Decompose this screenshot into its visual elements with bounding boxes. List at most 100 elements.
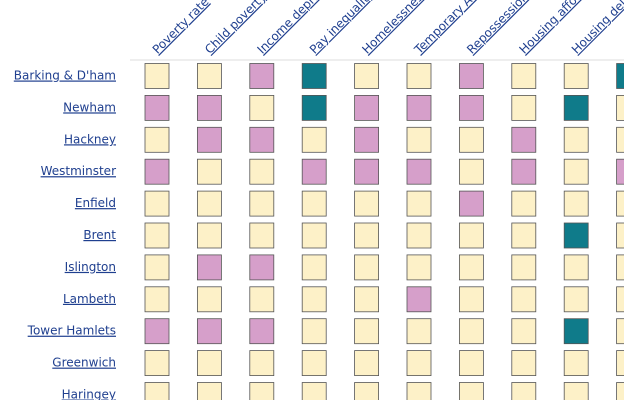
row-label[interactable]: Hackney (64, 132, 116, 146)
cell (511, 190, 537, 217)
cell (196, 350, 222, 377)
row-label[interactable]: Newham (63, 100, 116, 114)
cell (144, 382, 170, 400)
cell (563, 382, 589, 400)
cell (249, 254, 275, 281)
cell (354, 95, 380, 121)
cell (406, 95, 432, 121)
cell (563, 254, 589, 281)
cell (563, 158, 589, 185)
cell (249, 63, 275, 89)
row-label[interactable]: Brent (83, 228, 116, 242)
cell (196, 382, 222, 400)
cell (406, 254, 432, 281)
cell (354, 158, 380, 185)
cell (249, 190, 275, 217)
cell (511, 286, 537, 313)
row-label[interactable]: Haringey (62, 388, 116, 400)
cell (196, 95, 222, 121)
cell (511, 382, 537, 400)
cell (563, 318, 589, 345)
cell (249, 382, 275, 400)
row-label[interactable]: Westminster (41, 164, 116, 178)
cell (354, 126, 380, 153)
cell (144, 126, 170, 153)
cell (616, 350, 624, 377)
cell (616, 63, 624, 89)
cell (616, 222, 624, 249)
cell (301, 350, 327, 377)
cell (196, 286, 222, 313)
cell (511, 350, 537, 377)
cell (458, 95, 484, 121)
cell (406, 126, 432, 153)
cell (406, 190, 432, 217)
row-label[interactable]: Islington (65, 260, 116, 274)
cell (249, 318, 275, 345)
cell (301, 286, 327, 313)
cell (406, 318, 432, 345)
cell (354, 350, 380, 377)
cell (616, 158, 624, 185)
cell (354, 318, 380, 345)
column-label[interactable]: Housing delivery (569, 0, 624, 57)
cell (301, 126, 327, 153)
cell (511, 158, 537, 185)
cell (249, 126, 275, 153)
cell (144, 254, 170, 281)
cell (616, 95, 624, 121)
cell (563, 286, 589, 313)
row-label[interactable]: Barking & D'ham (14, 69, 116, 83)
cell (354, 254, 380, 281)
cell (563, 63, 589, 89)
row-label[interactable]: Greenwich (52, 356, 116, 370)
cell (301, 63, 327, 89)
cell (196, 158, 222, 185)
cell (406, 63, 432, 89)
cell (196, 126, 222, 153)
cell (616, 318, 624, 345)
cell (301, 190, 327, 217)
cell (511, 63, 537, 89)
cell (458, 222, 484, 249)
cell (511, 318, 537, 345)
cell (144, 190, 170, 217)
row-label[interactable]: Enfield (75, 196, 116, 210)
cell (458, 254, 484, 281)
cell (406, 222, 432, 249)
cell (354, 190, 380, 217)
cell (458, 382, 484, 400)
cell (249, 95, 275, 121)
cell (458, 63, 484, 89)
cell (196, 318, 222, 345)
cell (301, 318, 327, 345)
cell (616, 382, 624, 400)
row-label[interactable]: Tower Hamlets (27, 324, 116, 338)
cell (196, 222, 222, 249)
cell (144, 286, 170, 313)
cell (354, 286, 380, 313)
cell (511, 222, 537, 249)
cell (511, 126, 537, 153)
cell (563, 126, 589, 153)
cell (563, 95, 589, 121)
cell (406, 350, 432, 377)
cell (354, 63, 380, 89)
cell (616, 190, 624, 217)
cell (563, 222, 589, 249)
cell (354, 222, 380, 249)
cell (144, 318, 170, 345)
cell (144, 63, 170, 89)
cell (458, 318, 484, 345)
cell (511, 95, 537, 121)
cell (144, 95, 170, 121)
cell (458, 190, 484, 217)
cell (249, 286, 275, 313)
cell (144, 222, 170, 249)
cell (196, 254, 222, 281)
cell (458, 286, 484, 313)
row-label[interactable]: Lambeth (63, 292, 116, 306)
cell (563, 190, 589, 217)
cell (406, 382, 432, 400)
